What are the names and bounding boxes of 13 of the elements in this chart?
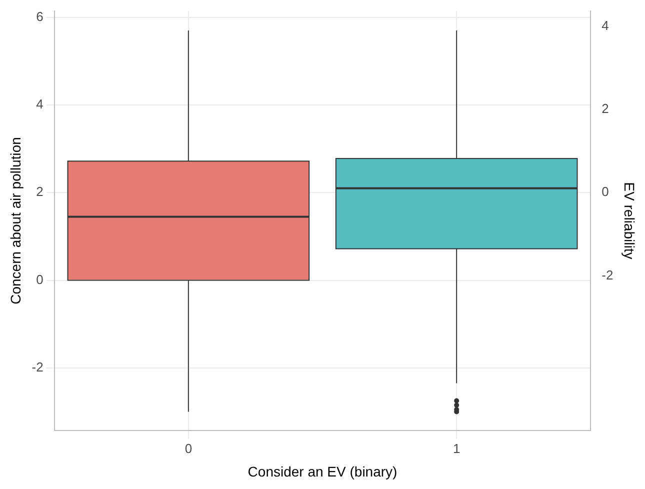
y2-tick-label: -2 — [602, 267, 614, 282]
y-tick-label: 6 — [36, 8, 44, 24]
y2-tick-label: 2 — [602, 101, 609, 116]
y-tick-label: 4 — [36, 96, 44, 112]
y2-tick-label: 4 — [602, 18, 609, 34]
y-tick-label: 0 — [36, 272, 44, 287]
y-axis-title: Concern about air pollution — [7, 137, 24, 304]
y-tick-label: -2 — [32, 360, 44, 375]
y2-axis-title: EV reliability — [622, 182, 638, 260]
x-tick-label: 1 — [452, 440, 460, 456]
y-tick-label: 2 — [36, 184, 44, 200]
y2-tick-label: 0 — [602, 184, 609, 200]
x-axis-title: Consider an EV (binary) — [248, 463, 398, 480]
